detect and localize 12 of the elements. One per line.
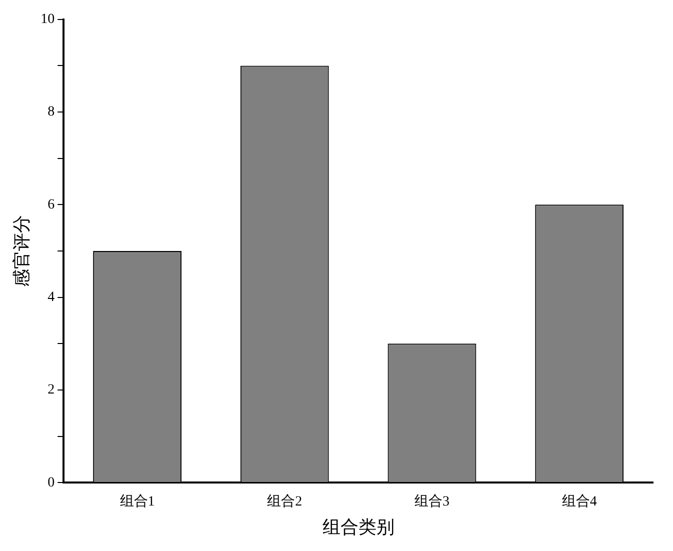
x-tick-label: 组合3	[414, 494, 450, 510]
y-tick-label: 4	[48, 290, 55, 305]
x-tick-label: 组合1	[120, 494, 155, 510]
x-axis-title: 组合类别	[322, 516, 394, 537]
y-tick-label: 2	[48, 382, 55, 398]
y-axis-title: 感官评分	[12, 215, 32, 287]
x-tick-label: 组合2	[267, 494, 302, 510]
y-tick-label: 8	[48, 104, 55, 120]
x-tick-label: 组合4	[562, 494, 597, 510]
y-tick-label: 0	[48, 475, 55, 490]
y-tick-label: 6	[48, 197, 55, 212]
y-tick-label: 10	[40, 12, 55, 28]
